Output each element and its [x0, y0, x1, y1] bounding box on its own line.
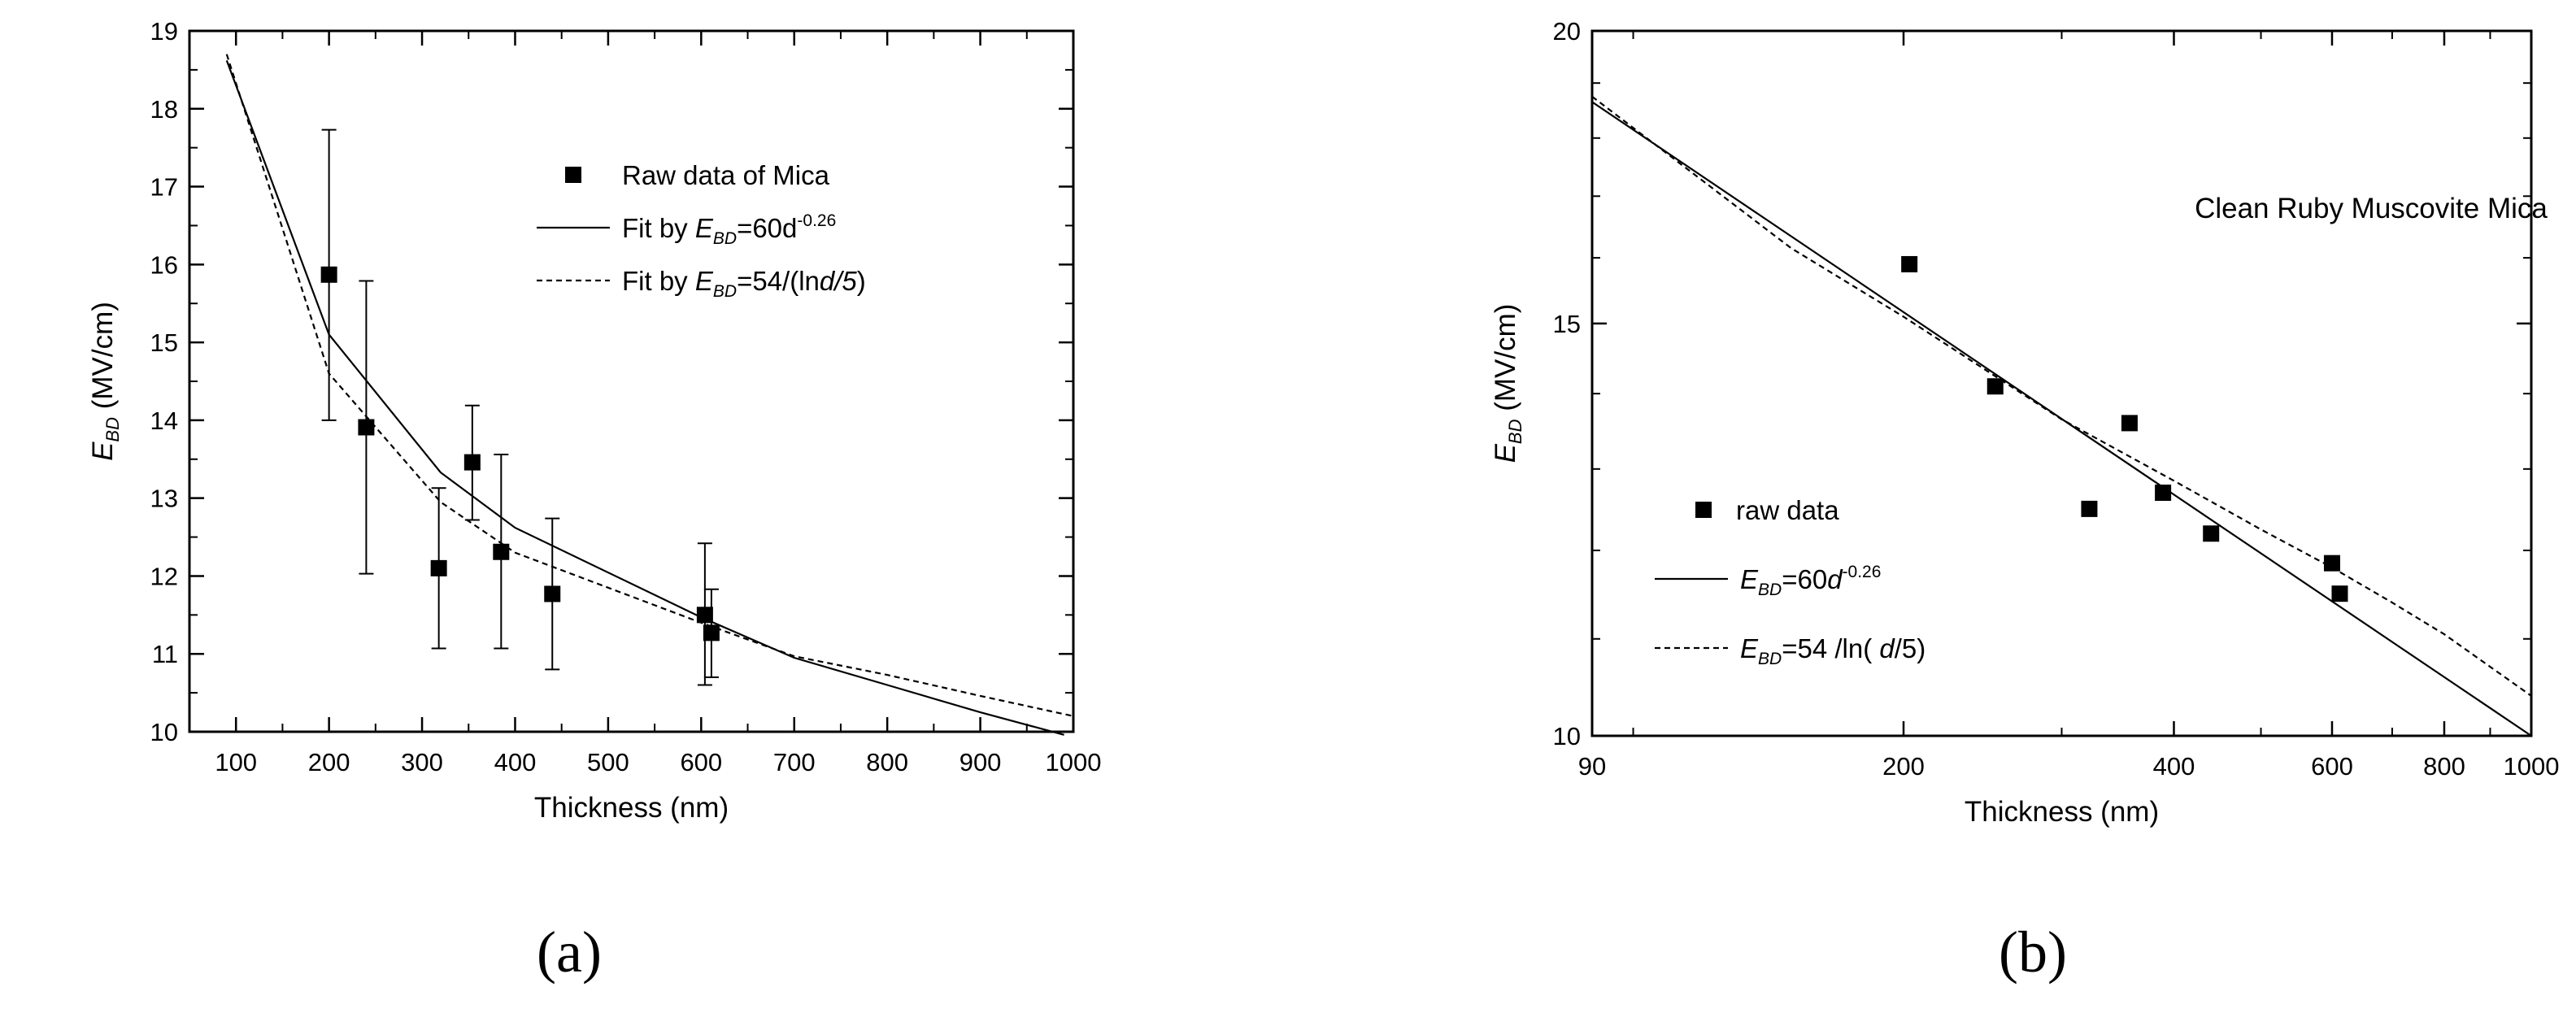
y-tick-label: 14 — [150, 407, 178, 435]
y-tick-label: 11 — [152, 640, 178, 668]
y-tick-label: 10 — [1553, 722, 1581, 750]
x-tick-label: 200 — [308, 748, 350, 776]
data-point — [2203, 525, 2220, 542]
x-tick-label: 800 — [2423, 752, 2465, 781]
fit-line-ln — [225, 54, 1074, 717]
x-tick-label: 800 — [866, 748, 908, 776]
x-tick-label: 600 — [680, 748, 722, 776]
data-point — [696, 607, 713, 624]
y-axis-label: EBD (MV/cm) — [1490, 304, 1525, 463]
y-tick-label: 15 — [150, 328, 178, 357]
legend-marker — [1695, 502, 1712, 518]
data-point — [463, 454, 481, 471]
legend-label: Fit by EBD=54/(lnd/5) — [622, 266, 866, 301]
chart-panel-b: 90 200 400 600 800 1000 10 15 20 Thickness (nm) EB… — [1490, 17, 2559, 985]
y-tick-label: 12 — [150, 562, 178, 590]
fit-line-power — [225, 60, 1064, 736]
x-tick-label: 900 — [959, 748, 1002, 776]
x-axis-label: Thickness (nm) — [534, 792, 729, 824]
legend-label: Fit by EBD=60d-0.26 — [622, 211, 836, 248]
x-tick-label: 1000 — [1046, 748, 1102, 776]
x-tick-label: 100 — [215, 748, 257, 776]
chart-panel-a: 100 200 300 400 500 600 700 800 900 1000 10 11 12 13 1… — [87, 17, 1101, 985]
data-point — [493, 543, 510, 560]
x-tick-label: 1000 — [2504, 752, 2560, 781]
x-tick-label: 400 — [2153, 752, 2195, 781]
x-axis-label: Thickness (nm) — [1965, 796, 2159, 828]
legend-label: Raw data of Mica — [622, 160, 830, 190]
legend-marker — [565, 167, 581, 183]
y-tick-label: 16 — [150, 250, 178, 279]
legend-label: EBD=60d-0.26 — [1740, 563, 1881, 599]
data-point — [1986, 378, 2004, 395]
x-tick-label: 400 — [494, 748, 537, 776]
fit-line-ln — [1591, 95, 2532, 697]
plot-frame — [188, 29, 1075, 733]
x-tick-label: 500 — [587, 748, 629, 776]
x-tick-label: 90 — [1578, 752, 1606, 781]
data-point — [2121, 415, 2138, 432]
x-tick-label: 600 — [2311, 752, 2353, 781]
y-tick-label: 17 — [150, 173, 178, 202]
legend-label: EBD=54 /ln( d/5) — [1740, 633, 1925, 668]
plot-frame — [1590, 29, 2533, 737]
x-tick-label: 300 — [401, 748, 443, 776]
data-point — [2081, 500, 2098, 517]
data-point — [544, 585, 561, 602]
y-tick-label: 10 — [150, 718, 178, 746]
data-point — [2331, 585, 2348, 602]
data-point — [2155, 485, 2172, 502]
y-tick-label: 19 — [150, 17, 178, 46]
chart-title: Clean Ruby Muscovite Mica — [2195, 193, 2548, 224]
y-axis-label: EBD (MV/cm) — [87, 302, 123, 461]
data-point — [1901, 255, 1918, 272]
data-point — [358, 419, 375, 436]
y-tick-label: 20 — [1553, 17, 1581, 46]
y-tick-label: 13 — [150, 485, 178, 513]
data-point — [430, 559, 447, 576]
x-tick-label: 200 — [1882, 752, 1925, 781]
data-point — [2323, 555, 2340, 572]
x-tick-label: 700 — [773, 748, 816, 776]
y-tick-label: 15 — [1553, 310, 1581, 338]
legend-label: raw data — [1736, 495, 1839, 525]
y-tick-label: 18 — [150, 95, 178, 124]
panel-label: (a) — [537, 920, 602, 985]
panel-label: (b) — [1999, 920, 2067, 985]
data-point — [320, 266, 337, 283]
